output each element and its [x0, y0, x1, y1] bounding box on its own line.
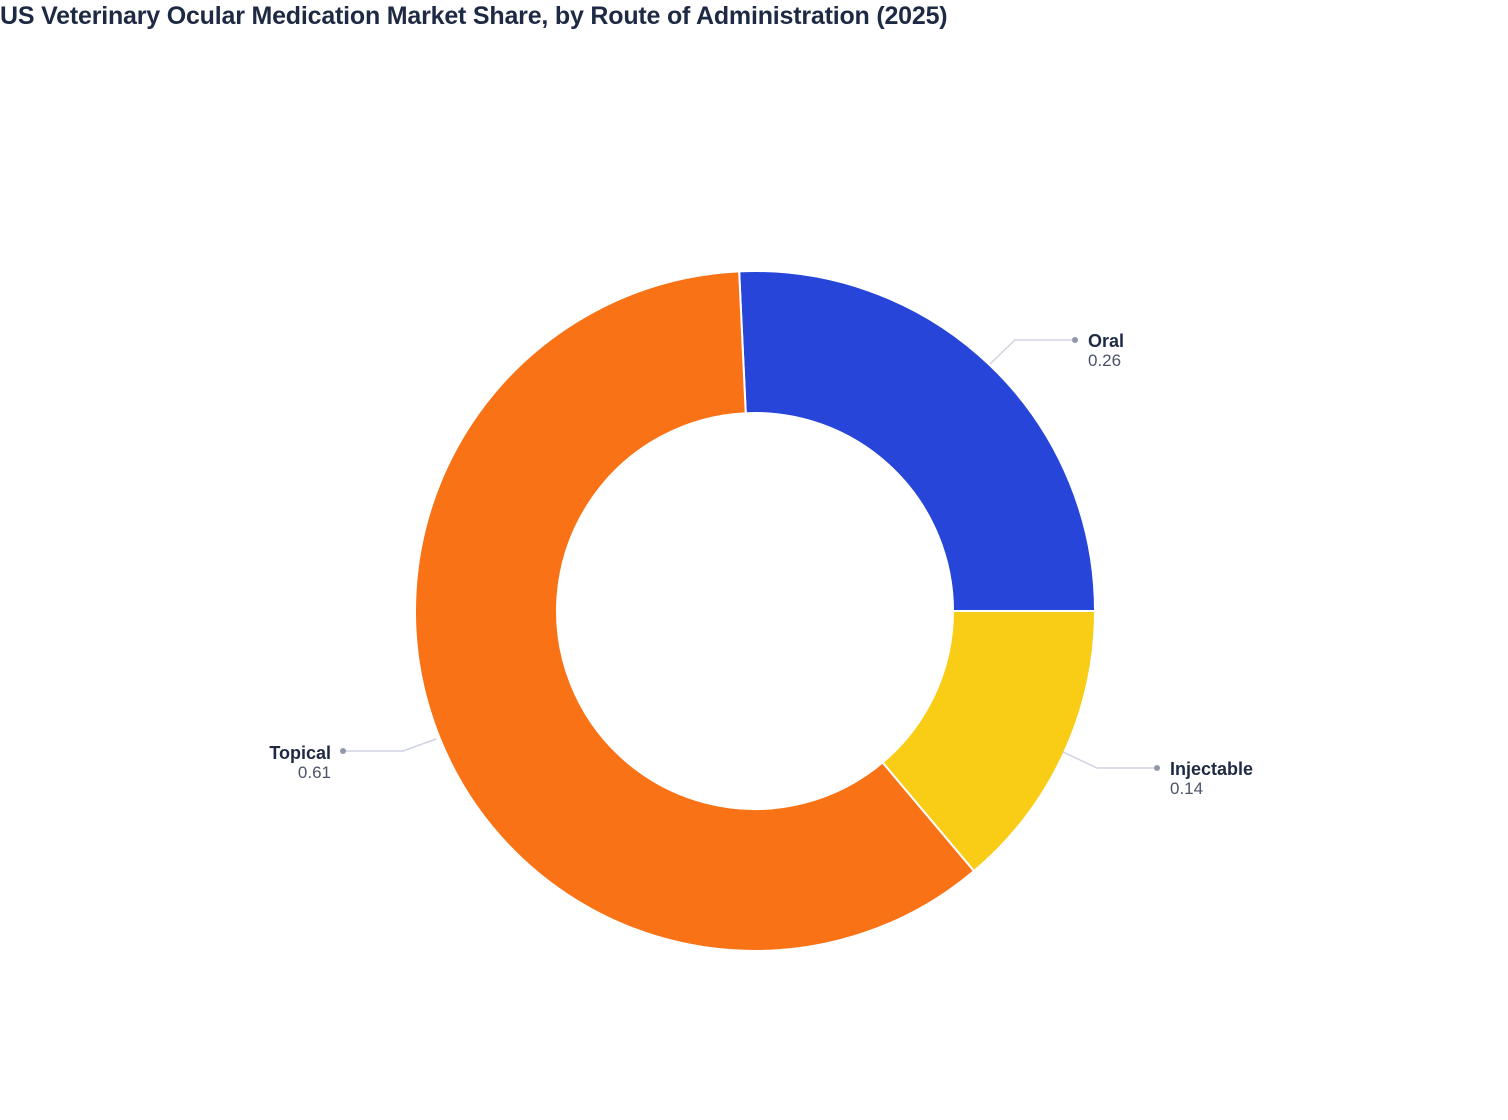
slice-topical[interactable] [414, 270, 976, 952]
slice-injectable[interactable] [881, 610, 1097, 873]
connector-line [1062, 751, 1156, 769]
label-name: Injectable [1170, 759, 1253, 779]
connector-dot [1072, 337, 1078, 343]
label-value: 0.14 [1170, 779, 1203, 798]
label-oral: Oral 0.26 [989, 331, 1124, 370]
label-value: 0.61 [298, 763, 331, 782]
label-topical: Topical 0.61 [269, 738, 437, 782]
connector-line [344, 738, 437, 752]
label-value: 0.26 [1088, 351, 1121, 370]
connector-dot [1154, 765, 1160, 771]
slice-oral[interactable] [738, 270, 1097, 612]
donut-slices [414, 270, 1097, 952]
label-injectable: Injectable 0.14 [1062, 751, 1253, 798]
connector-line [989, 339, 1074, 365]
label-name: Topical [269, 743, 331, 763]
label-name: Oral [1088, 331, 1124, 351]
connector-dot [340, 748, 346, 754]
chart-title: US Veterinary Ocular Medication Market S… [0, 2, 948, 30]
